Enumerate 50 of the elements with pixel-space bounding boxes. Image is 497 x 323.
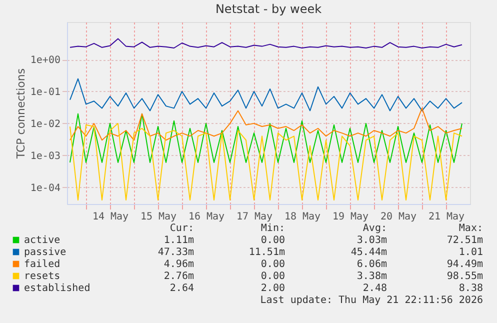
x-tick-label: 17 May	[236, 212, 273, 222]
text: Min:	[260, 223, 285, 234]
y-axis-title: TCP connections	[14, 68, 28, 160]
line-series	[70, 113, 462, 163]
text: 94.49m	[446, 259, 483, 270]
text: 1.01	[458, 247, 483, 258]
text: 2.76m	[164, 271, 194, 282]
text: Cur:	[170, 223, 194, 234]
text: 11.51m	[248, 247, 285, 258]
y-tick-label: 1e-04	[30, 182, 60, 194]
y-tick-label: 1e+00	[30, 55, 60, 66]
text: 98.55m	[446, 271, 483, 282]
y-tick-label: 1e-03	[30, 150, 60, 162]
chart-title: Netstat - by week	[215, 2, 322, 16]
text: 8.38	[458, 283, 483, 294]
x-tick-label: 14 May	[92, 212, 129, 222]
text: 0.00	[260, 271, 285, 282]
text: 0.00	[260, 235, 285, 246]
text: 4.96m	[164, 259, 194, 270]
text: 2.64	[170, 283, 194, 294]
text: Last update: Thu May 21 22:11:56 2026	[260, 295, 483, 306]
text: Avg:	[362, 223, 387, 234]
text: 3.03m	[356, 235, 387, 246]
text: 2.00	[260, 283, 285, 294]
line-series	[70, 78, 462, 112]
x-tick-label: 15 May	[140, 212, 177, 222]
y-tick-label: 1e-01	[30, 86, 60, 98]
x-tick-label: 19 May	[332, 212, 369, 222]
x-tick-label: 20 May	[380, 212, 417, 222]
line-series	[70, 108, 462, 141]
x-tick-label: 21 May	[428, 212, 465, 222]
text: 72.51m	[446, 235, 483, 246]
text: Max:	[458, 223, 483, 234]
text: 6.06m	[356, 259, 387, 270]
text: 1.11m	[164, 235, 194, 246]
text: 45.44m	[350, 247, 387, 258]
legend-label: active	[24, 235, 60, 246]
text: 0.00	[260, 259, 285, 270]
line-series	[70, 38, 462, 49]
legend-label: established	[24, 283, 90, 294]
text: 47.33m	[158, 247, 194, 258]
line-series	[70, 122, 462, 201]
y-tick-label: 1e-02	[30, 118, 60, 130]
legend-label: failed	[24, 259, 60, 270]
text: 3.38m	[356, 271, 387, 282]
text: 2.48	[362, 283, 387, 294]
legend-label: passive	[24, 247, 66, 258]
x-tick-label: 18 May	[284, 212, 321, 222]
legend-label: resets	[24, 271, 60, 282]
x-tick-label: 16 May	[188, 212, 225, 222]
